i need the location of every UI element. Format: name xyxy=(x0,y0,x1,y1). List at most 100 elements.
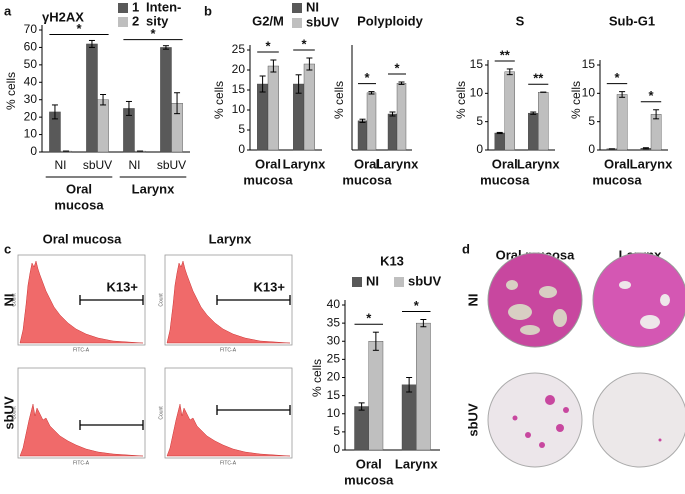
y-tick-label: 15 xyxy=(470,57,484,71)
y-tick-label: 0 xyxy=(333,442,340,456)
chart-title: Polyploidy xyxy=(357,13,424,28)
error-bar xyxy=(420,319,427,328)
x-tick-label: NI xyxy=(55,158,67,172)
panel-label: c xyxy=(4,241,11,256)
y-tick-label: 5 xyxy=(333,424,340,438)
error-bar xyxy=(100,93,107,106)
error-bar xyxy=(398,81,405,85)
x-tick-label: mucosa xyxy=(592,172,642,187)
legend-label: 2 xyxy=(132,13,139,28)
x-tick-label: Larynx xyxy=(283,156,326,171)
plate xyxy=(592,372,685,468)
x-tick-label: Oral xyxy=(255,156,281,171)
y-axis-label: % cells xyxy=(212,81,226,119)
bar xyxy=(293,83,305,151)
y-tick-label: 25 xyxy=(327,352,341,366)
flow-plot: K13+ FITC-A Count xyxy=(11,254,146,353)
row-label: sbUV xyxy=(1,396,16,430)
bar xyxy=(416,322,431,451)
error-bar xyxy=(162,45,169,50)
x-tick-label: Larynx xyxy=(395,456,438,471)
y-axis-label: % cells xyxy=(4,72,18,110)
panel-label: a xyxy=(4,3,12,18)
legend-swatch xyxy=(118,3,128,13)
significance-label: * xyxy=(366,311,372,326)
significance-label: ** xyxy=(500,47,511,62)
row-label: NI xyxy=(1,294,16,307)
column-label: Larynx xyxy=(209,231,252,246)
legend-title: Inten- xyxy=(146,0,181,14)
y-tick-label: 15 xyxy=(327,388,341,402)
row-label: NI xyxy=(465,294,480,307)
x-tick-label: mucosa xyxy=(480,172,530,187)
bar xyxy=(396,82,407,151)
bar xyxy=(97,99,109,153)
group-label: Oral xyxy=(66,181,92,196)
chart-title: γH2AX xyxy=(42,9,84,24)
error-bar xyxy=(368,91,375,95)
y-tick-label: 20 xyxy=(232,62,246,76)
error-bar xyxy=(506,68,513,76)
y-tick-label: 0 xyxy=(476,142,483,156)
error-bar xyxy=(389,111,396,117)
legend-swatch xyxy=(118,17,128,27)
plate xyxy=(592,252,685,348)
x-tick-label: sbUV xyxy=(83,158,112,172)
legend-label: sbUV xyxy=(306,14,340,29)
significance-label: * xyxy=(394,60,400,75)
significance-label: * xyxy=(614,70,620,85)
bar xyxy=(494,132,505,151)
chart-title: K13 xyxy=(380,253,404,268)
bar xyxy=(504,71,516,151)
flow-plot: FITC-A Count xyxy=(11,367,146,466)
y-tick-label: 10 xyxy=(327,406,341,420)
x-tick-label: mucosa xyxy=(243,172,293,187)
chart-title: S xyxy=(516,13,525,28)
y-axis-label: % cells xyxy=(569,81,583,119)
y-tick-label: 10 xyxy=(232,102,246,116)
significance-label: * xyxy=(648,88,654,103)
flow-plot: FITC-A Count xyxy=(158,367,293,466)
gate-label: K13+ xyxy=(107,279,139,294)
y-tick-label: 5 xyxy=(588,114,595,128)
error-bar xyxy=(496,131,503,135)
plate xyxy=(487,252,583,348)
bar xyxy=(267,65,280,151)
significance-label: * xyxy=(414,298,420,313)
error-bar xyxy=(306,57,313,71)
bar xyxy=(86,43,98,153)
y-tick-label: 70 xyxy=(24,22,38,36)
legend-swatch xyxy=(352,277,362,287)
flow-plot: K13+ FITC-A Count xyxy=(158,254,293,353)
bar xyxy=(303,63,316,151)
group-label: mucosa xyxy=(54,197,104,212)
chart-title: Sub-G1 xyxy=(609,13,655,28)
error-bar xyxy=(51,104,58,120)
significance-label: * xyxy=(76,21,82,36)
x-axis-label: FITC-A xyxy=(220,347,237,353)
error-bar xyxy=(174,92,181,115)
bar xyxy=(257,83,269,151)
legend-label: NI xyxy=(306,0,319,14)
bar xyxy=(538,91,549,151)
chart-title: G2/M xyxy=(252,13,284,28)
x-tick-label: Larynx xyxy=(376,156,419,171)
y-tick-label: 5 xyxy=(476,114,483,128)
error-bar xyxy=(359,118,366,123)
error-bar xyxy=(358,402,365,411)
legend-swatch xyxy=(292,3,302,13)
significance-label: * xyxy=(364,70,370,85)
bar xyxy=(366,92,377,151)
y-tick-label: 0 xyxy=(238,142,245,156)
x-axis-label: FITC-A xyxy=(220,460,237,466)
panel-label: d xyxy=(462,241,470,256)
y-axis-label: Count xyxy=(158,406,164,420)
row-label: sbUV xyxy=(465,403,480,437)
x-tick-label: mucosa xyxy=(342,172,392,187)
y-tick-label: 60 xyxy=(24,40,38,54)
y-tick-label: 5 xyxy=(238,122,245,136)
y-tick-label: 25 xyxy=(232,42,246,56)
gate-label: K13+ xyxy=(254,279,286,294)
error-bar xyxy=(259,75,266,93)
